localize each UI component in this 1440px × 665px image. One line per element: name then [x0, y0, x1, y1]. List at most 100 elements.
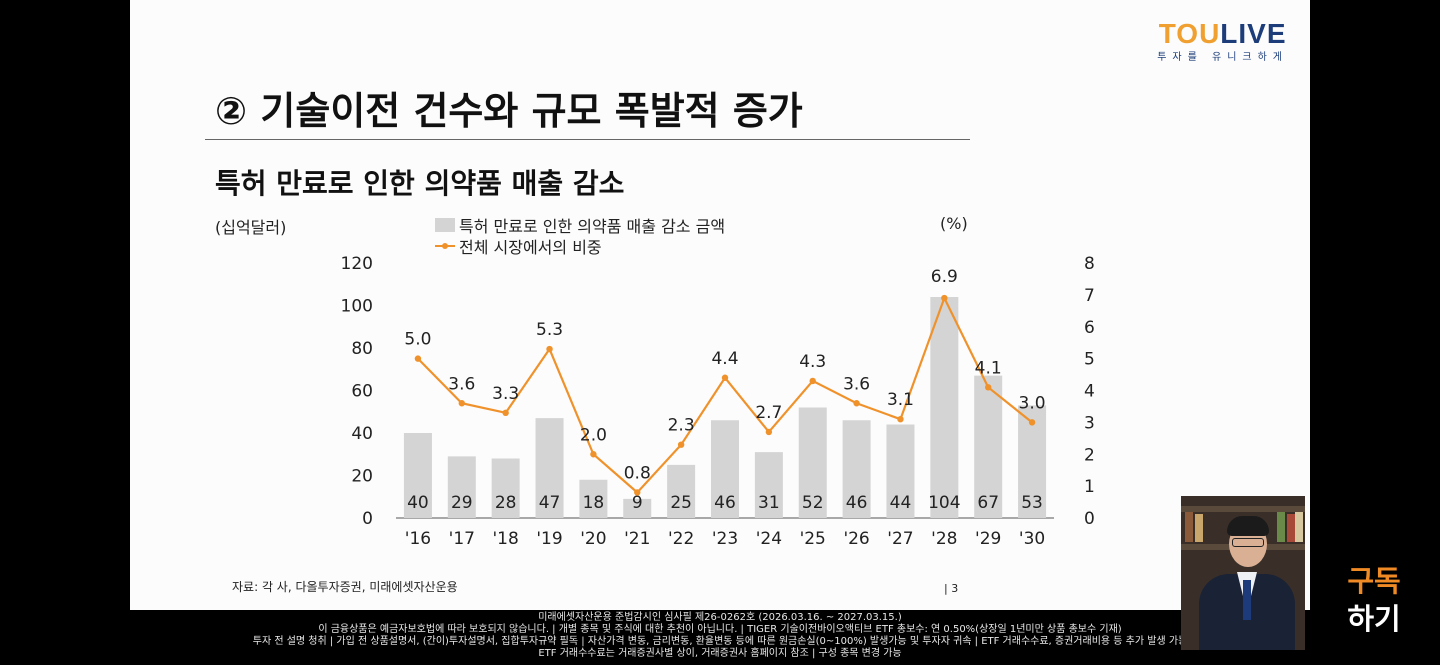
y-tick-label-left: 20 — [351, 467, 373, 487]
share-point — [414, 355, 422, 362]
logo-tagline: 투자를 유니크하게 — [1157, 52, 1288, 63]
bar-value-label: 40 — [407, 493, 429, 513]
bar — [842, 420, 871, 518]
share-value-label: 4.1 — [975, 358, 1002, 378]
bar — [754, 452, 783, 518]
bar-value-label: 28 — [495, 493, 517, 513]
y-tick-label-right: 8 — [1084, 254, 1095, 274]
y-tick-label-right: 1 — [1084, 477, 1095, 497]
bar-value-label: 52 — [802, 493, 824, 513]
x-tick-label: '23 — [712, 529, 738, 549]
bar-value-label: 104 — [928, 493, 960, 513]
share-point — [985, 384, 992, 391]
book — [1277, 512, 1285, 542]
bar-value-label: 46 — [846, 493, 868, 513]
share-value-label: 0.8 — [624, 464, 651, 484]
bookshelf — [1181, 506, 1305, 512]
share-value-label: 2.0 — [580, 425, 607, 445]
y-tick-label-right: 7 — [1084, 286, 1095, 306]
bar-value-label: 67 — [977, 493, 999, 513]
share-value-label: 3.0 — [1019, 393, 1046, 413]
chart-title: 특허 만료로 인한 의약품 매출 감소 — [215, 167, 625, 200]
bar — [447, 456, 476, 518]
bar-value-label: 47 — [539, 493, 561, 513]
share-point — [634, 489, 641, 496]
bar — [403, 433, 432, 518]
x-tick-label: '30 — [1019, 529, 1045, 549]
x-tick-label: '16 — [405, 529, 431, 549]
y-tick-label-right: 0 — [1084, 509, 1095, 529]
source-note: 자료: 각 사, 다올투자증권, 미래에셋자산운용 — [232, 580, 458, 594]
x-tick-label: '28 — [931, 529, 957, 549]
x-tick-label: '25 — [800, 529, 826, 549]
share-point — [458, 400, 465, 407]
y-tick-label-right: 5 — [1084, 350, 1095, 370]
y-tick-label-left: 60 — [351, 382, 373, 402]
disclaimer-line: 미래에셋자산운용 준법감시인 심사필 제26-0262호 (2026.03.16… — [538, 612, 902, 623]
share-point — [809, 377, 816, 385]
bar-value-label: 9 — [632, 493, 643, 513]
share-value-label: 4.4 — [711, 349, 738, 369]
subscribe-text: 구독 — [1347, 564, 1401, 598]
x-tick-label: '26 — [843, 529, 869, 549]
share-point — [502, 409, 509, 417]
left-axis-unit: (십억달러) — [215, 218, 287, 237]
y-tick-label-left: 0 — [362, 509, 373, 529]
disclaimer-line: 이 금융상품은 예금자보호법에 따라 보호되지 않습니다. | 개별 종목 및 … — [318, 624, 1122, 635]
slide-title: ② 기술이전 건수와 규모 폭발적 증가 — [215, 89, 803, 133]
bar-value-label: 31 — [758, 493, 780, 513]
right-axis-unit: (%) — [940, 214, 968, 233]
y-tick-label-left: 120 — [341, 254, 373, 274]
share-point — [721, 374, 729, 381]
y-tick-label-right: 3 — [1084, 413, 1095, 433]
legend-line-label: 전체 시장에서의 비중 — [459, 237, 602, 257]
logo-live-text: LIVE — [1220, 18, 1287, 49]
presenter-glasses — [1232, 538, 1264, 547]
title-divider — [205, 139, 970, 140]
page-number: | 3 — [944, 582, 959, 595]
bar-value-label: 53 — [1021, 493, 1043, 513]
bar — [886, 424, 915, 518]
y-tick-label-right: 6 — [1084, 318, 1095, 338]
share-point — [765, 428, 773, 436]
bar — [579, 479, 608, 518]
chart-legend: 특허 만료로 인한 의약품 매출 감소 금액 전체 시장에서의 비중 — [435, 214, 725, 257]
x-tick-label: '27 — [887, 529, 913, 549]
x-tick-label: '24 — [756, 529, 782, 549]
legend-item-bar: 특허 만료로 인한 의약품 매출 감소 금액 — [435, 214, 725, 236]
share-value-label: 5.3 — [536, 320, 563, 340]
y-tick-label-left: 40 — [351, 424, 373, 444]
book — [1195, 514, 1203, 542]
y-tick-label-right: 4 — [1084, 382, 1095, 402]
share-point — [853, 400, 860, 407]
share-value-label: 6.9 — [931, 267, 958, 287]
presenter-hair — [1227, 516, 1269, 536]
bar-value-label: 18 — [583, 493, 605, 513]
share-value-label: 3.6 — [448, 374, 475, 394]
share-value-label: 3.6 — [843, 374, 870, 394]
logo-tou-text: TOU — [1158, 18, 1221, 49]
bar-value-label: 29 — [451, 493, 473, 513]
share-point — [546, 345, 553, 353]
share-value-label: 2.7 — [755, 403, 782, 423]
x-tick-label: '20 — [580, 529, 606, 549]
share-value-label: 3.1 — [887, 390, 914, 410]
share-value-label: 4.3 — [799, 352, 826, 372]
x-tick-label: '18 — [493, 529, 519, 549]
bar-value-label: 46 — [714, 493, 736, 513]
subscribe-text: 하기 — [1347, 602, 1401, 636]
compliance-disclaimer: 미래에셋자산운용 준법감시인 심사필 제26-0262호 (2026.03.16… — [130, 612, 1310, 660]
share-value-label: 3.3 — [492, 384, 519, 404]
y-tick-label-right: 2 — [1084, 445, 1095, 465]
bar — [535, 418, 564, 518]
bar-value-label: 44 — [890, 493, 912, 513]
legend-item-line: 전체 시장에서의 비중 — [435, 235, 725, 257]
presenter-webcam — [1181, 496, 1305, 650]
share-value-label: 2.3 — [668, 416, 695, 436]
bar — [711, 420, 739, 518]
book — [1185, 512, 1193, 542]
subscribe-overlay[interactable]: 구독 하기 — [1343, 562, 1405, 638]
x-tick-label: '17 — [449, 529, 475, 549]
share-point — [677, 441, 685, 448]
